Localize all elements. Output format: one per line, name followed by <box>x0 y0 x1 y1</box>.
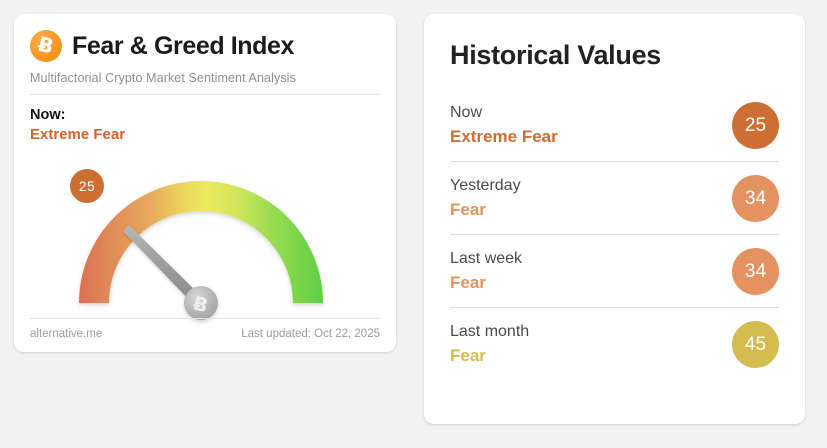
historical-classification: Extreme Fear <box>450 127 558 146</box>
historical-period: Yesterday <box>450 177 521 194</box>
gauge-svg: Ƀ <box>79 181 323 320</box>
now-label: Now: <box>30 107 66 123</box>
gauge-card-header: Ƀ Fear & Greed Index <box>30 28 380 64</box>
gauge-chart: Ƀ 25 <box>26 155 376 325</box>
historical-classification: Fear <box>450 200 486 219</box>
historical-value-badge: 34 <box>732 175 779 222</box>
last-updated-text: Last updated: Oct 22, 2025 <box>241 328 380 340</box>
bitcoin-hub-icon: Ƀ <box>184 286 218 320</box>
historical-period: Last month <box>450 323 530 340</box>
list-item[interactable]: Last week Fear 34 <box>450 234 779 307</box>
gauge-value-badge: 25 <box>70 169 104 203</box>
svg-text:Ƀ: Ƀ <box>191 293 210 318</box>
historical-row-texts: Yesterday Fear <box>450 177 521 220</box>
gauge-card-footer: alternative.me Last updated: Oct 22, 202… <box>30 318 380 340</box>
historical-classification: Fear <box>450 273 486 292</box>
historical-value-badge: 34 <box>732 248 779 295</box>
historical-value-badge: 45 <box>732 321 779 368</box>
fear-greed-gauge-card: Ƀ Fear & Greed Index Multifactorial Cryp… <box>14 14 396 352</box>
bitcoin-glyph: Ƀ <box>35 31 57 59</box>
list-item[interactable]: Last month Fear 45 <box>450 307 779 380</box>
historical-list: Now Extreme Fear 25 Yesterday Fear 34 La… <box>450 97 779 380</box>
historical-value-badge: 25 <box>732 102 779 149</box>
list-item[interactable]: Yesterday Fear 34 <box>450 161 779 234</box>
historical-period: Now <box>450 104 483 121</box>
source-link[interactable]: alternative.me <box>30 328 103 340</box>
historical-title: Historical Values <box>450 40 662 70</box>
historical-row-texts: Last month Fear <box>450 323 529 366</box>
now-classification: Extreme Fear <box>30 126 126 143</box>
bitcoin-icon: Ƀ <box>30 30 62 62</box>
historical-classification: Fear <box>450 346 486 365</box>
gauge-arc <box>79 181 323 303</box>
page-subtitle: Multifactorial Crypto Market Sentiment A… <box>30 71 296 85</box>
historical-row-texts: Last week Fear <box>450 250 522 293</box>
list-item[interactable]: Now Extreme Fear 25 <box>450 97 779 161</box>
header-divider <box>30 94 380 95</box>
historical-period: Last week <box>450 250 523 267</box>
gauge-needle <box>123 225 201 307</box>
historical-row-texts: Now Extreme Fear <box>450 104 558 147</box>
historical-values-card: Historical Values Now Extreme Fear 25 Ye… <box>424 14 805 424</box>
page-title: Fear & Greed Index <box>72 31 295 60</box>
